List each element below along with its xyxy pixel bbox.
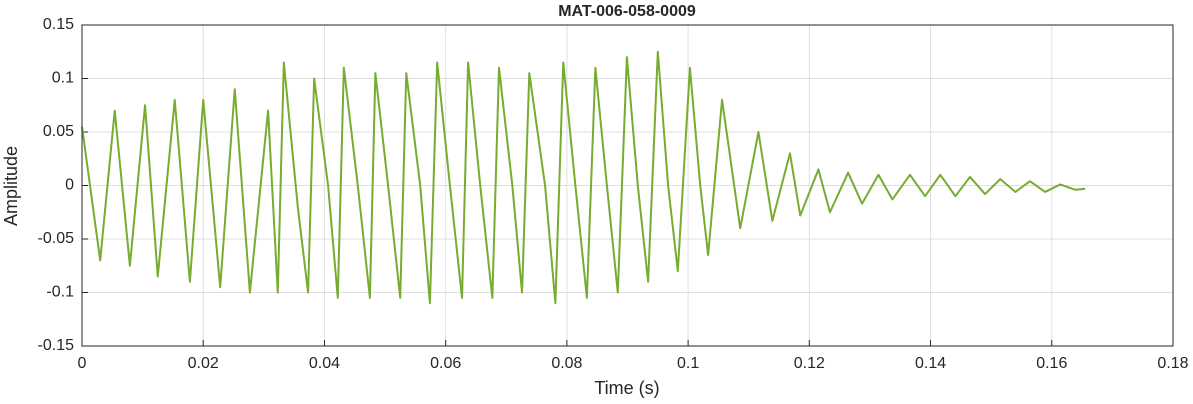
- y-tick-label: -0.15: [38, 337, 75, 354]
- x-tick-label: 0.12: [794, 355, 825, 372]
- y-tick-label: 0.1: [52, 70, 74, 87]
- x-tick-label: 0.18: [1157, 355, 1188, 372]
- x-tick-label: 0.08: [551, 355, 582, 372]
- y-tick-label: 0: [65, 177, 74, 194]
- y-tick-label: 0.15: [43, 16, 74, 33]
- plot-border: [81, 24, 1174, 347]
- series-line: [81, 50, 1086, 305]
- x-tick-label: 0.06: [430, 355, 461, 372]
- x-tick-label: 0.14: [915, 355, 946, 372]
- chart-title: MAT-006-058-0009: [558, 3, 696, 20]
- x-tick-label: 0.1: [677, 355, 699, 372]
- x-tick-label: 0.02: [188, 355, 219, 372]
- x-tick-label: 0.04: [309, 355, 340, 372]
- x-axis-label: Time (s): [594, 378, 659, 398]
- y-axis-label: Amplitude: [1, 146, 21, 226]
- y-tick-label: -0.1: [46, 284, 74, 301]
- x-tick-label: 0: [78, 355, 87, 372]
- y-tick-label: -0.05: [38, 230, 75, 247]
- y-tick-label: 0.05: [43, 123, 74, 140]
- x-tick-label: 0.16: [1036, 355, 1067, 372]
